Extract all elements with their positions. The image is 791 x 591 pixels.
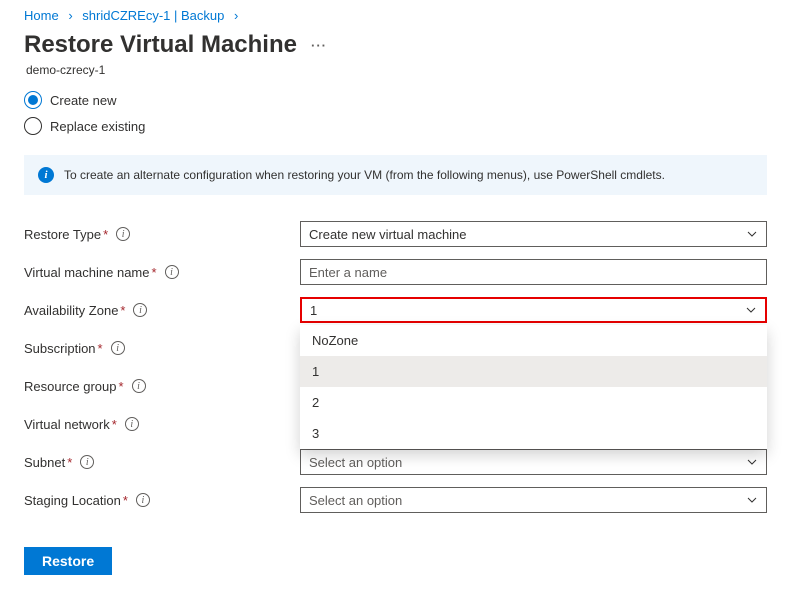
dropdown-value: Select an option <box>309 455 402 470</box>
radio-label: Create new <box>50 93 116 108</box>
info-icon[interactable]: i <box>136 493 150 507</box>
info-icon[interactable]: i <box>80 455 94 469</box>
restore-button[interactable]: Restore <box>24 547 112 575</box>
restore-type-dropdown[interactable]: Create new virtual machine <box>300 221 767 247</box>
availability-zone-options: NoZone 1 2 3 <box>300 325 767 449</box>
label-availability-zone: Availability Zone <box>24 303 118 318</box>
label-restore-type: Restore Type <box>24 227 101 242</box>
label-staging-location: Staging Location <box>24 493 121 508</box>
label-subnet: Subnet <box>24 455 65 470</box>
info-icon[interactable]: i <box>111 341 125 355</box>
vm-name-input[interactable] <box>300 259 767 285</box>
dropdown-value: Create new virtual machine <box>309 227 467 242</box>
dropdown-value: 1 <box>310 303 317 318</box>
chevron-right-icon: › <box>228 8 244 23</box>
radio-label: Replace existing <box>50 119 145 134</box>
label-subscription: Subscription <box>24 341 96 356</box>
required-marker: * <box>112 417 117 432</box>
required-marker: * <box>152 265 157 280</box>
chevron-right-icon: › <box>62 8 78 23</box>
zone-option-nozone[interactable]: NoZone <box>300 325 767 356</box>
radio-create-new[interactable]: Create new <box>24 87 767 113</box>
page-title: Restore Virtual Machine <box>24 31 297 59</box>
subnet-dropdown[interactable]: Select an option <box>300 449 767 475</box>
required-marker: * <box>103 227 108 242</box>
radio-icon <box>24 91 42 109</box>
required-marker: * <box>123 493 128 508</box>
info-banner: i To create an alternate configuration w… <box>24 155 767 195</box>
availability-zone-dropdown[interactable]: 1 <box>300 297 767 323</box>
chevron-down-icon <box>746 456 758 468</box>
zone-option-1[interactable]: 1 <box>300 356 767 387</box>
info-icon[interactable]: i <box>125 417 139 431</box>
label-vm-name: Virtual machine name <box>24 265 150 280</box>
chevron-down-icon <box>745 304 757 316</box>
zone-option-2[interactable]: 2 <box>300 387 767 418</box>
breadcrumb: Home › shridCZREcy-1 | Backup › <box>24 0 767 27</box>
zone-option-3[interactable]: 3 <box>300 418 767 449</box>
required-marker: * <box>119 379 124 394</box>
staging-location-dropdown[interactable]: Select an option <box>300 487 767 513</box>
info-banner-text: To create an alternate configuration whe… <box>64 168 665 182</box>
info-icon[interactable]: i <box>165 265 179 279</box>
label-resource-group: Resource group <box>24 379 117 394</box>
breadcrumb-item[interactable]: shridCZREcy-1 | Backup <box>82 8 224 23</box>
restore-mode-radio-group: Create new Replace existing <box>24 87 767 139</box>
required-marker: * <box>120 303 125 318</box>
required-marker: * <box>98 341 103 356</box>
page-subtitle: demo-czrecy-1 <box>26 63 767 77</box>
info-icon[interactable]: i <box>116 227 130 241</box>
info-icon[interactable]: i <box>133 303 147 317</box>
more-actions-button[interactable]: ··· <box>311 38 327 53</box>
chevron-down-icon <box>746 228 758 240</box>
breadcrumb-home[interactable]: Home <box>24 8 59 23</box>
info-icon: i <box>38 167 54 183</box>
radio-replace-existing[interactable]: Replace existing <box>24 113 767 139</box>
dropdown-value: Select an option <box>309 493 402 508</box>
info-icon[interactable]: i <box>132 379 146 393</box>
radio-icon <box>24 117 42 135</box>
label-virtual-network: Virtual network <box>24 417 110 432</box>
chevron-down-icon <box>746 494 758 506</box>
required-marker: * <box>67 455 72 470</box>
